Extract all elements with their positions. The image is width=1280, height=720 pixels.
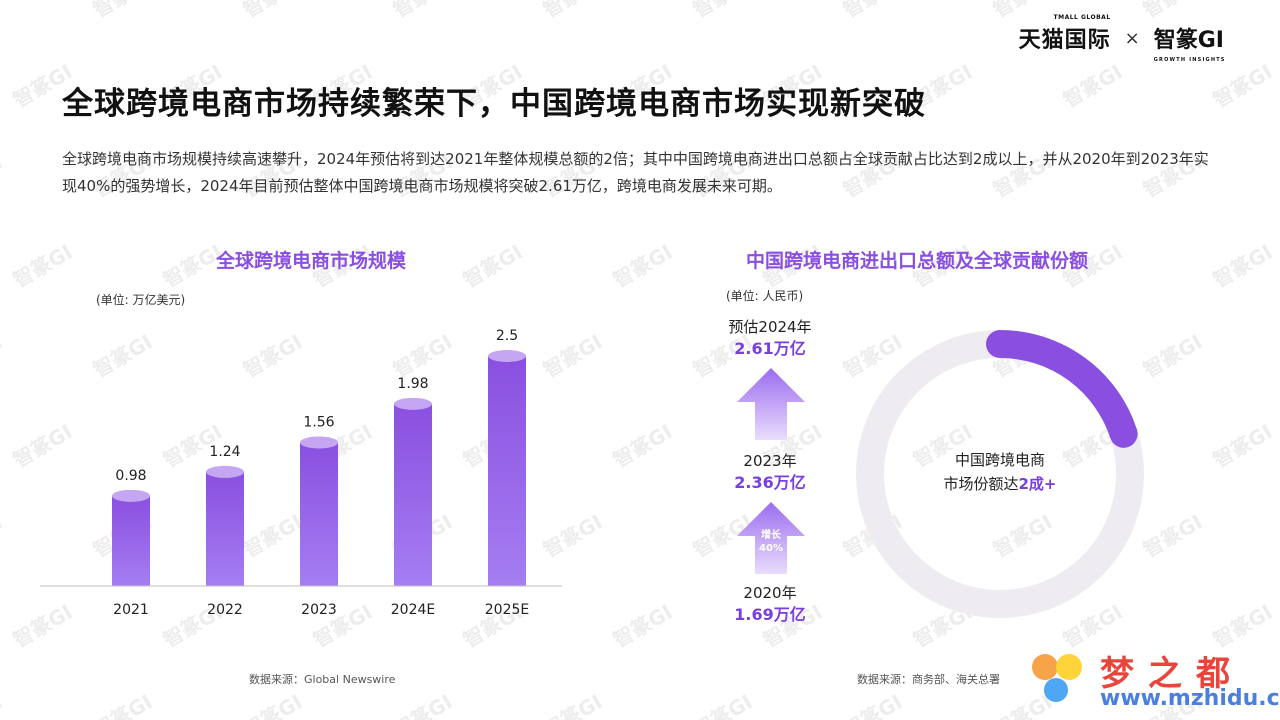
watermark-text: 智篆GI (89, 689, 157, 720)
yellow-face-icon (1056, 654, 1082, 680)
header-logos: 天猫国际 TMALL GLOBAL × 智篆GI GROWTH INSIGHTS (1018, 14, 1225, 63)
year-2023-block: 2023年 2.36万亿 (705, 450, 835, 494)
global-market-bar-chart: 0.98 2021 1.24 2022 1.56 2023 1.98 2024E 2.5 2025… (40, 328, 562, 618)
growth-label-text: 增长 (761, 530, 781, 541)
bar-value-label: 0.98 (115, 468, 146, 484)
bar-2021 (112, 495, 150, 586)
tmall-logo-text: 天猫国际 (1018, 28, 1111, 53)
tmall-global-logo: 天猫国际 TMALL GLOBAL (1018, 14, 1111, 54)
donut-center-text: 中国跨境电商 市场份额达2成+ (900, 448, 1100, 496)
watermark-text: 智篆GI (87, 0, 157, 23)
watermark-text: 智篆GI (0, 329, 7, 383)
watermark-text: 智篆GI (837, 0, 907, 23)
bar-cap-2024E (394, 397, 432, 410)
year-2023-value: 2.36万亿 (734, 473, 806, 492)
growth-label: 增长 40% (741, 529, 801, 555)
donut-share-arc (986, 330, 1138, 448)
bar-cap-2022 (206, 465, 244, 478)
bar-value-label: 1.56 (303, 414, 334, 430)
bar-value-label: 1.24 (209, 444, 240, 460)
year-2024-label: 预估2024年 (728, 318, 812, 336)
growth-arrow-icon (737, 502, 805, 574)
x-tick-label: 2021 (113, 602, 149, 618)
x-tick-label: 2023 (301, 602, 337, 618)
watermark-text: 智篆GI (609, 419, 677, 473)
zhizhuan-logo-subtext: GROWTH INSIGHTS (1153, 57, 1226, 63)
bar-value-label: 2.5 (496, 328, 518, 344)
watermark-text: 智篆GI (237, 0, 307, 23)
global-market-title: 全球跨境电商市场规模 (216, 250, 407, 272)
donut-line-2: 市场份额达2成+ (900, 472, 1100, 496)
watermark-text: 智篆GI (539, 689, 607, 720)
arrow-up-icon (737, 368, 805, 440)
bar-cap-2025E (488, 350, 526, 362)
x-tick-label: 2025E (485, 602, 529, 618)
watermark-text: 智篆GI (0, 0, 7, 23)
watermark-text: 智篆GI (1137, 0, 1207, 23)
watermark-text: 智篆GI (459, 239, 527, 293)
year-2020-label: 2020年 (743, 584, 797, 602)
year-2023-label: 2023年 (743, 452, 797, 470)
year-2024-value: 2.61万亿 (734, 339, 806, 358)
brand-url: www.mzhidu.com (1100, 686, 1280, 711)
watermark-text: 智篆GI (0, 149, 7, 203)
year-2024-block: 预估2024年 2.61万亿 (705, 316, 835, 360)
watermark-text: 智篆GI (689, 689, 757, 720)
bar-cap-2021 (112, 489, 150, 502)
watermark-text: 智篆GI (987, 0, 1057, 23)
intro-paragraph: 全球跨境电商市场规模持续高速攀升，2024年预估将到达2021年整体规模总额的2… (62, 150, 1209, 195)
watermark-text: 智篆GI (9, 239, 77, 293)
watermark-text: 智篆GI (609, 599, 677, 653)
bar-cap-2023 (300, 436, 338, 449)
donut-line-2-text: 市场份额达 (943, 475, 1019, 493)
bar-2022 (206, 471, 244, 586)
zhizhuan-gi-logo: 智篆GI GROWTH INSIGHTS (1153, 22, 1225, 63)
global-market-unit: (单位: 万亿美元) (96, 293, 186, 307)
watermark-text: 智篆GI (0, 509, 7, 563)
zhizhuan-logo-text: 智篆GI (1153, 28, 1224, 53)
watermark-text: 智篆GI (1059, 59, 1127, 113)
logo-separator: × (1124, 27, 1140, 49)
market-share-donut (856, 330, 1144, 618)
china-market-title: 中国跨境电商进出口总额及全球贡献份额 (746, 250, 1089, 272)
bar-2025E (488, 356, 526, 586)
growth-label-value: 40% (759, 543, 783, 554)
x-tick-label: 2024E (391, 602, 435, 618)
brand-faces-icon (1030, 654, 1090, 714)
watermark-text: 智篆GI (839, 689, 907, 720)
brand-watermark: 梦之都 www.mzhidu.com (1030, 644, 1280, 714)
watermark-text: 智篆GI (0, 689, 7, 720)
year-2020-block: 2020年 1.69万亿 (705, 582, 835, 626)
donut-line-1: 中国跨境电商 (954, 451, 1045, 469)
bar-2024E (394, 403, 432, 586)
watermark-text: 智篆GI (609, 239, 677, 293)
watermark-text: 智篆GI (389, 689, 457, 720)
watermark-text: 智篆GI (1209, 239, 1277, 293)
watermark-text: 智篆GI (387, 0, 457, 23)
tmall-logo-subtext: TMALL GLOBAL (1053, 14, 1111, 21)
china-market-source: 数据来源：商务部、海关总署 (857, 673, 1000, 686)
x-tick-label: 2022 (207, 602, 243, 618)
blue-face-icon (1044, 678, 1068, 702)
global-market-source: 数据来源：Global Newswire (249, 673, 396, 686)
donut-share-value: 2成+ (1018, 475, 1057, 493)
watermark-text: 智篆GI (1209, 419, 1277, 473)
watermark-text: 智篆GI (239, 689, 307, 720)
watermark-text: 智篆GI (687, 0, 757, 23)
watermark-text: 智篆GI (1209, 59, 1277, 113)
year-2020-value: 1.69万亿 (734, 605, 806, 624)
brand-name: 梦之都 (1100, 654, 1244, 694)
watermark-text: 智篆GI (537, 0, 607, 23)
page-title: 全球跨境电商市场持续繁荣下，中国跨境电商市场实现新突破 (62, 86, 926, 122)
bar-value-label: 1.98 (397, 376, 428, 392)
bar-2023 (300, 442, 338, 586)
orange-face-icon (1032, 654, 1058, 680)
china-market-unit: (单位: 人民币) (726, 289, 804, 303)
